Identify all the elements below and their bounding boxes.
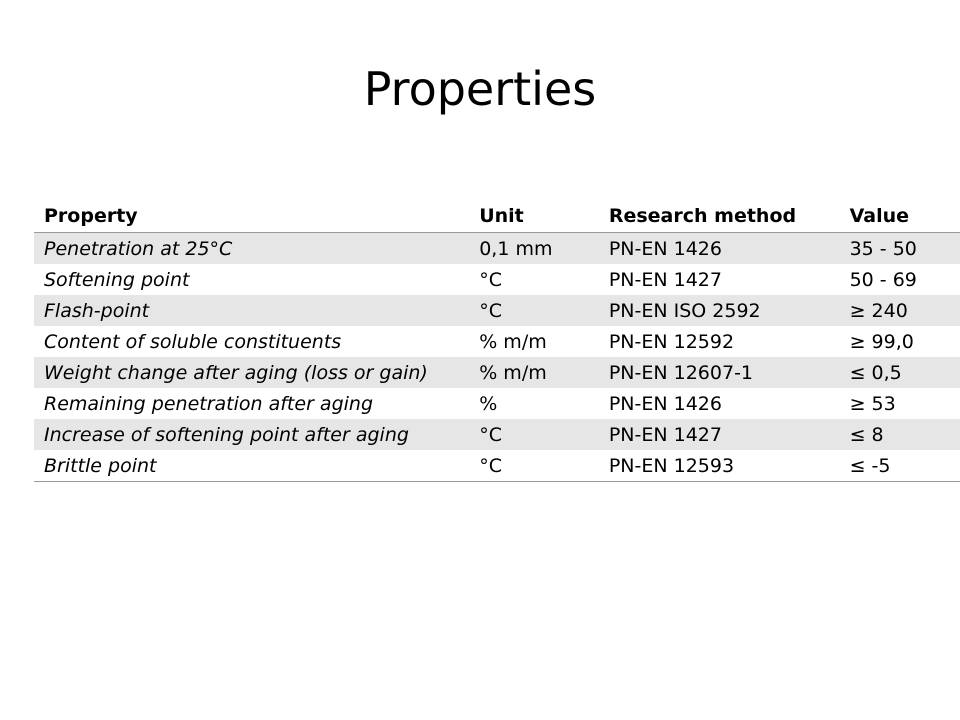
table-cell: PN-EN 12593	[598, 450, 840, 482]
table-cell: PN-EN 12592	[608, 330, 735, 353]
table-cell: ≥ 99,0	[849, 330, 914, 353]
table-cell: ≤ 0,5	[839, 357, 960, 388]
table-row: Flash-point °C PN-EN ISO 2592 ≥ 240	[34, 295, 960, 326]
table-row: Penetration at 25°C 0,1 mm PN-EN 1426 35 - …	[34, 232, 960, 264]
column-header: Unit	[469, 200, 599, 233]
table-row: Brittle point °C PN-EN 12593 ≤ -5	[34, 450, 960, 482]
table-row: Increase of softening point after aging °…	[34, 419, 960, 450]
table-cell: °C	[479, 268, 502, 291]
title: Properties	[363, 62, 597, 116]
table-cell: % m/m	[479, 330, 547, 353]
table-cell: Softening point	[44, 268, 190, 291]
table-cell: PN-EN 1427	[608, 268, 722, 291]
table-cell: Increase of softening point after aging	[34, 419, 470, 450]
table-cell: Flash-point	[34, 295, 470, 326]
table-body: Penetration at 25°C 0,1 mm PN-EN 1426 35 - …	[34, 232, 960, 482]
table-cell: Penetration at 25°C	[34, 232, 470, 264]
table-cell: %	[479, 392, 498, 415]
table-cell: PN-EN 1426	[598, 232, 840, 264]
table-cell: Content of soluble constituents	[44, 330, 342, 353]
column-header: Value	[839, 200, 960, 233]
table-cell: ≤ 8	[839, 419, 960, 450]
table-cell: PN-EN 1426	[608, 392, 722, 415]
table-row: Remaining penetration after aging% PN-EN …	[34, 388, 960, 419]
table-cell: 35 - 50	[839, 232, 960, 264]
table-cell: ≥ 53	[849, 392, 896, 415]
table-cell: 50 - 69	[849, 268, 917, 291]
table-cell: °C	[469, 450, 599, 482]
table-cell: % m/m	[469, 357, 599, 388]
table-cell: PN-EN 1427	[598, 419, 840, 450]
table-cell: 0,1 mm	[469, 232, 599, 264]
header-row: Property Unit Research method Value	[34, 200, 960, 233]
table-cell: PN-EN 12607-1	[598, 357, 840, 388]
table-cell: PN-EN ISO 2592	[598, 295, 840, 326]
table-cell: Remaining penetration after aging	[44, 392, 374, 415]
table-row: Softening point °C PN-EN 1427 50 - 69	[34, 264, 960, 295]
column-header: Property	[34, 200, 470, 233]
table-row: Content of soluble constituents % m/m PN-E…	[34, 326, 960, 357]
table-row: Weight change after aging (loss or gain)…	[34, 357, 960, 388]
table-cell: °C	[469, 295, 599, 326]
table-cell: ≤ -5	[839, 450, 960, 482]
table-cell: °C	[469, 419, 599, 450]
table-cell: ≥ 240	[839, 295, 960, 326]
table-cell: Brittle point	[34, 450, 470, 482]
column-header: Research method	[598, 200, 840, 233]
properties-table: Property Unit Research method Value Penetra…	[34, 200, 960, 482]
table-cell: Weight change after aging (loss or gain)	[34, 357, 470, 388]
